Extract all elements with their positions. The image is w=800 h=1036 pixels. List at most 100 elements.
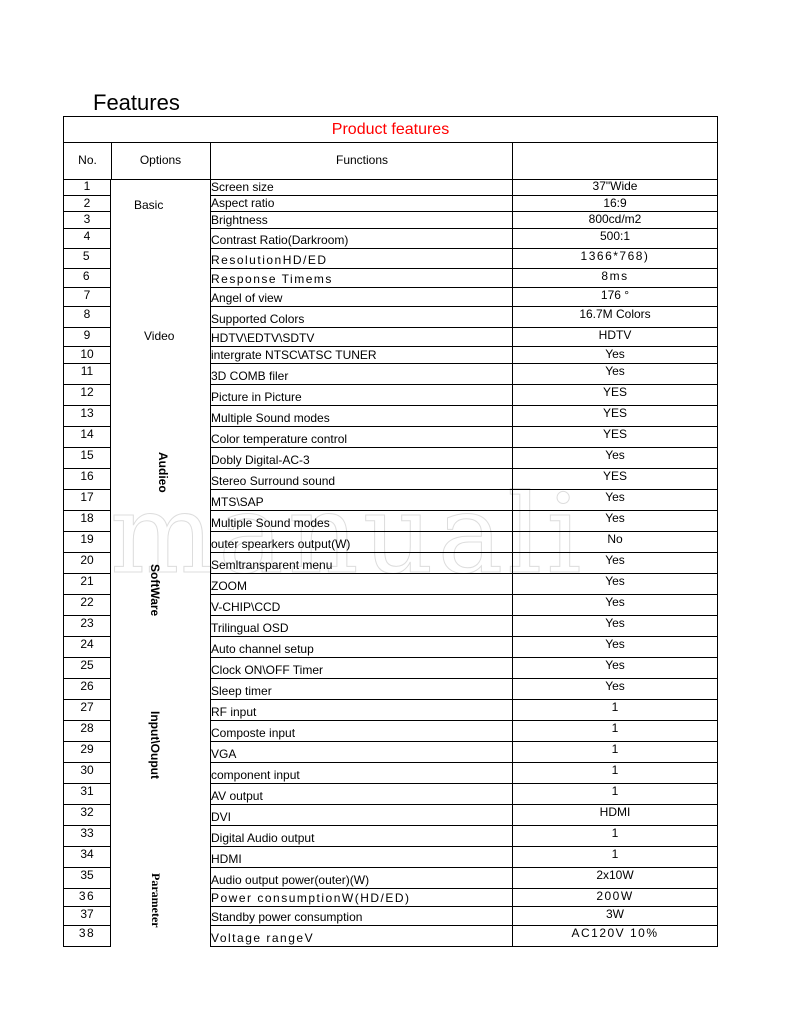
table-row: 23 Trilingual OSD Yes [64, 616, 717, 637]
table-row: 27 RF input 1 [64, 700, 717, 721]
table-title: Product features [64, 117, 717, 143]
row-value: 1 [512, 826, 717, 847]
row-function: VGA [210, 742, 512, 763]
row-number: 23 [64, 616, 111, 637]
table-row: 33 Digital Audio output 1 [64, 826, 717, 847]
table-row: 17 MTS\SAP Yes [64, 490, 717, 511]
row-value: Yes [512, 553, 717, 574]
table-row: 21 ZOOM Yes [64, 574, 717, 595]
row-number: 29 [64, 742, 111, 763]
header-functions: Functions [210, 142, 513, 180]
row-function: intergrate NTSC\ATSC TUNER [210, 347, 512, 364]
row-number: 7 [64, 288, 111, 307]
row-value: No [512, 532, 717, 553]
category-label: Basic [134, 198, 164, 212]
table-row: 1 Screen size 37"Wide [64, 179, 717, 196]
row-value: Yes [512, 637, 717, 658]
row-number: 17 [64, 490, 111, 511]
row-value: 176 ° [512, 288, 717, 307]
row-value: AC120V 10% [512, 926, 717, 947]
row-function: Power consumptionW(HD/ED) [210, 889, 512, 907]
row-function: Standby power consumption [210, 907, 512, 926]
row-value: 1366*768) [512, 249, 717, 269]
category-label: Input\Ouput [148, 711, 162, 779]
page-title: Features [93, 90, 180, 115]
row-number: 28 [64, 721, 111, 742]
row-value: 800cd/m2 [512, 212, 717, 229]
row-number: 36 [64, 889, 111, 907]
row-number: 19 [64, 532, 111, 553]
row-value: Yes [512, 490, 717, 511]
row-value: HDMI [512, 805, 717, 826]
row-function: Picture in Picture [210, 385, 512, 406]
table-row: 3 Brightness 800cd/m2 [64, 212, 717, 229]
row-number: 11 [64, 364, 111, 385]
row-function: Brightness [210, 212, 512, 229]
row-number: 31 [64, 784, 111, 805]
row-function: Audio output power(outer)(W) [210, 868, 512, 889]
row-function: Semltransparent menu [210, 553, 512, 574]
row-function: Clock ON\OFF Timer [210, 658, 512, 679]
table-row: 37 Standby power consumption 3W [64, 907, 717, 926]
table-row: 10 intergrate NTSC\ATSC TUNER Yes [64, 347, 717, 364]
row-function: HDMI [210, 847, 512, 868]
table-row: 22 V-CHIP\CCD Yes [64, 595, 717, 616]
table-row: 16 Stereo Surround sound YES [64, 469, 717, 490]
row-number: 20 [64, 553, 111, 574]
row-value: Yes [512, 616, 717, 637]
row-number: 26 [64, 679, 111, 700]
row-function: Multiple Sound modes [210, 406, 512, 427]
category-label: Parameter [149, 873, 163, 928]
table-row: 5 ResolutionHD/ED 1366*768) [64, 249, 717, 269]
row-function: Dobly Digital-AC-3 [210, 448, 512, 469]
row-function: Digital Audio output [210, 826, 512, 847]
row-function: Auto channel setup [210, 637, 512, 658]
row-number: 21 [64, 574, 111, 595]
table-row: 6 Response Timems 8ms [64, 269, 717, 288]
row-value: 16:9 [512, 196, 717, 212]
row-number: 10 [64, 347, 111, 364]
row-number: 3 [64, 212, 111, 229]
row-value: YES [512, 427, 717, 448]
row-function: V-CHIP\CCD [210, 595, 512, 616]
row-function: 3D COMB filer [210, 364, 512, 385]
row-number: 32 [64, 805, 111, 826]
row-value: 1 [512, 721, 717, 742]
table-row: 18 Multiple Sound modes Yes [64, 511, 717, 532]
table-row: 12 Picture in Picture YES [64, 385, 717, 406]
row-number: 27 [64, 700, 111, 721]
table-row: 30 component input 1 [64, 763, 717, 784]
features-table: Product features No. Options Functions 1… [63, 116, 718, 947]
row-function: Composte input [210, 721, 512, 742]
category-label: Video [144, 329, 175, 343]
row-number: 37 [64, 907, 111, 926]
row-value: 1 [512, 700, 717, 721]
row-function: Angel of view [210, 288, 512, 307]
row-value: Yes [512, 658, 717, 679]
row-number: 15 [64, 448, 111, 469]
row-number: 33 [64, 826, 111, 847]
row-value: YES [512, 406, 717, 427]
table-row: 14 Color temperature control YES [64, 427, 717, 448]
row-number: 25 [64, 658, 111, 679]
table-row: 8 Supported Colors 16.7M Colors [64, 307, 717, 328]
row-value: 16.7M Colors [512, 307, 717, 328]
row-number: 22 [64, 595, 111, 616]
row-value: 1 [512, 847, 717, 868]
table-row: 32 DVI HDMI [64, 805, 717, 826]
table-row: 13 Multiple Sound modes YES [64, 406, 717, 427]
table-row: 34 HDMI 1 [64, 847, 717, 868]
row-value: Yes [512, 448, 717, 469]
row-value: 200W [512, 889, 717, 907]
row-number: 1 [64, 179, 111, 196]
row-function: outer spearkers output(W) [210, 532, 512, 553]
row-number: 34 [64, 847, 111, 868]
table-row: 2 Aspect ratio 16:9 [64, 196, 717, 212]
row-function: Response Timems [210, 269, 512, 288]
table-row: 24 Auto channel setup Yes [64, 637, 717, 658]
table-row: 4 Contrast Ratio(Darkroom) 500:1 [64, 229, 717, 249]
row-value: 1 [512, 784, 717, 805]
row-number: 35 [64, 868, 111, 889]
table-row: 31 AV output 1 [64, 784, 717, 805]
row-value: 1 [512, 763, 717, 784]
